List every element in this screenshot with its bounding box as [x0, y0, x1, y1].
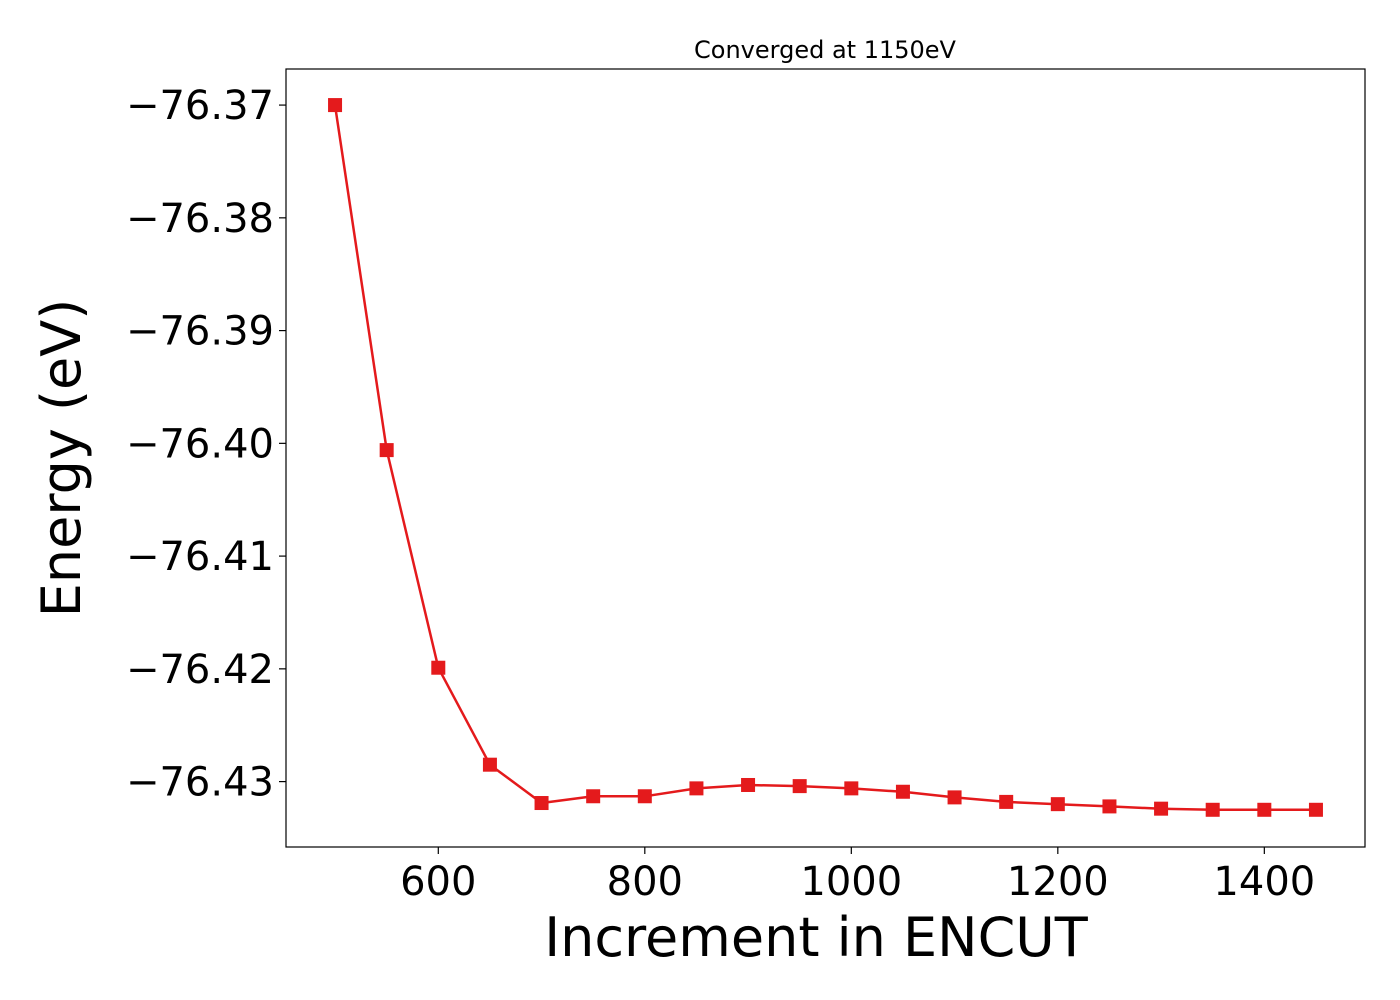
y-tick-label: −76.39: [126, 309, 274, 355]
x-tick-label: 600: [400, 859, 476, 905]
data-point-marker: [1154, 801, 1169, 816]
data-point-marker: [844, 781, 859, 796]
series-line: [333, 104, 1316, 812]
data-point-marker: [1050, 797, 1065, 812]
data-point-marker: [482, 757, 497, 772]
data-point-marker: [379, 443, 394, 458]
x-tick-label: 1000: [800, 859, 902, 905]
data-point-marker: [947, 790, 962, 805]
x-tick-label: 800: [607, 859, 683, 905]
data-point-marker: [1257, 802, 1272, 817]
data-point-marker: [431, 660, 446, 675]
data-point-marker: [741, 777, 756, 792]
y-tick-label: −76.40: [126, 421, 274, 467]
y-tick-label: −76.43: [126, 760, 274, 806]
y-axis-ticks: −76.37 −76.38 −76.39 −76.40 −76.41 −76.42 −76.…: [126, 83, 286, 806]
energy-series: [328, 98, 1323, 817]
y-tick-label: −76.41: [126, 534, 274, 580]
x-tick-label: 1400: [1213, 859, 1315, 905]
plot-frame: [285, 68, 1366, 848]
data-point-marker: [1102, 799, 1117, 814]
x-axis-ticks: 600 800 1000 1200 1400: [400, 847, 1315, 905]
data-point-marker: [999, 794, 1014, 809]
data-point-marker: [1308, 802, 1323, 817]
data-point-marker: [792, 779, 807, 794]
x-axis-label: Increment in ENCUT: [544, 906, 1089, 969]
y-tick-label: −76.38: [126, 196, 274, 242]
data-point-marker: [637, 789, 652, 804]
data-point-marker: [328, 98, 343, 113]
x-tick-label: 1200: [1007, 859, 1109, 905]
data-point-marker: [895, 784, 910, 799]
data-point-marker: [1205, 802, 1220, 817]
data-point-marker: [586, 789, 601, 804]
data-point-marker: [534, 796, 549, 811]
y-tick-label: −76.37: [126, 83, 274, 129]
data-point-marker: [689, 781, 704, 796]
y-tick-label: −76.42: [126, 647, 274, 693]
y-axis-label: Energy (eV): [30, 299, 93, 618]
chart-title: Converged at 1150eV: [694, 36, 957, 64]
